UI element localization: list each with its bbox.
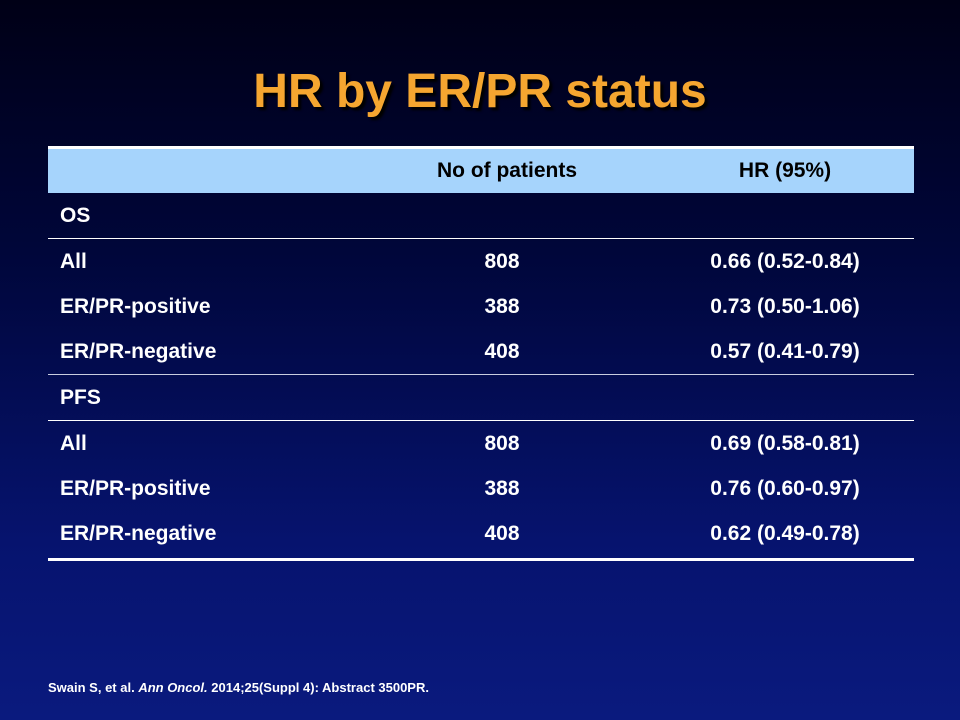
row-hr: 0.57 (0.41-0.79) bbox=[710, 339, 860, 363]
row-hr: 0.76 (0.60-0.97) bbox=[710, 476, 860, 500]
table-row: ER/PR-negative 408 0.62 (0.49-0.78) bbox=[48, 511, 914, 556]
row-n: 388 bbox=[484, 476, 520, 500]
citation-details: 2014;25(Suppl 4): Abstract 3500PR. bbox=[207, 680, 429, 695]
row-label: All bbox=[60, 249, 87, 273]
row-n: 808 bbox=[484, 431, 520, 455]
row-n: 408 bbox=[484, 521, 520, 545]
row-hr: 0.73 (0.50-1.06) bbox=[710, 294, 860, 318]
row-hr: 0.66 (0.52-0.84) bbox=[710, 249, 860, 273]
row-n: 408 bbox=[484, 339, 520, 363]
row-label: PFS bbox=[60, 385, 101, 409]
row-hr: 0.69 (0.58-0.81) bbox=[710, 431, 860, 455]
table-header-row: No of patients HR (95%) bbox=[48, 149, 914, 193]
table-row: ER/PR-positive 388 0.73 (0.50-1.06) bbox=[48, 284, 914, 329]
row-label: ER/PR-negative bbox=[60, 521, 217, 545]
header-hr: HR (95%) bbox=[738, 159, 832, 182]
row-n: 808 bbox=[484, 249, 520, 273]
table-top-rule bbox=[48, 146, 914, 149]
row-n: 388 bbox=[484, 294, 520, 318]
row-label: ER/PR-positive bbox=[60, 476, 211, 500]
table-row: ER/PR-positive 388 0.76 (0.60-0.97) bbox=[48, 466, 914, 511]
header-no-of-patients: No of patients bbox=[437, 159, 577, 182]
row-label: ER/PR-positive bbox=[60, 294, 211, 318]
row-label: All bbox=[60, 431, 87, 455]
section-row-pfs: PFS bbox=[48, 374, 914, 421]
slide-title: HR by ER/PR status bbox=[253, 65, 707, 118]
citation-authors: Swain S, et al. bbox=[48, 680, 139, 695]
table-row: All 808 0.69 (0.58-0.81) bbox=[48, 421, 914, 466]
hr-table: No of patients HR (95%) OS All 808 0.66 … bbox=[48, 146, 914, 561]
citation-journal: Ann Oncol. bbox=[138, 680, 208, 695]
row-hr: 0.62 (0.49-0.78) bbox=[710, 521, 860, 545]
table-row: All 808 0.66 (0.52-0.84) bbox=[48, 239, 914, 284]
row-label: OS bbox=[60, 203, 91, 227]
section-row-os: OS bbox=[48, 193, 914, 239]
table-bottom-rule bbox=[48, 558, 914, 561]
citation-footnote: Swain S, et al. Ann Oncol. 2014;25(Suppl… bbox=[48, 680, 429, 695]
table-row: ER/PR-negative 408 0.57 (0.41-0.79) bbox=[48, 329, 914, 374]
row-label: ER/PR-negative bbox=[60, 339, 217, 363]
